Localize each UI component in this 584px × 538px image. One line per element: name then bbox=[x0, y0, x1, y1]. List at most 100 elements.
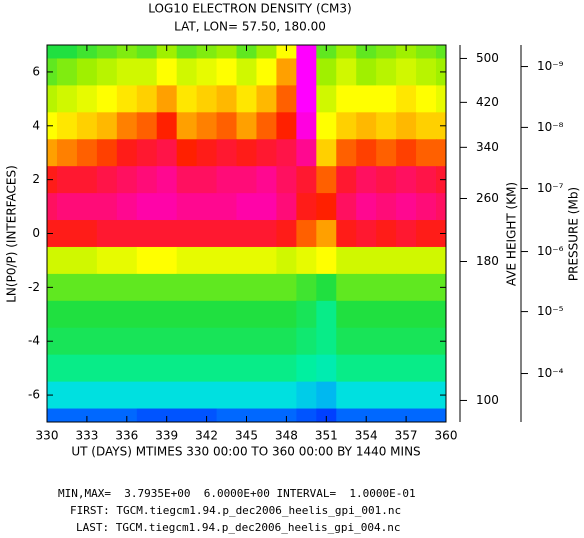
contour-cell bbox=[396, 85, 417, 113]
contour-cell bbox=[276, 246, 297, 275]
contour-cell bbox=[336, 112, 357, 140]
contour-cell bbox=[216, 193, 238, 221]
contour-cell bbox=[216, 246, 238, 275]
contour-cell bbox=[196, 381, 218, 410]
pressure-tick-label: 10⁻⁷ bbox=[537, 181, 564, 195]
contour-cell bbox=[236, 220, 257, 248]
contour-cell bbox=[156, 354, 178, 383]
contour-cell bbox=[136, 193, 158, 221]
height-tick-label: 340 bbox=[476, 140, 499, 154]
pressure-tick-label: 10⁻⁹ bbox=[537, 59, 564, 73]
contour-cell bbox=[376, 220, 397, 248]
contour-cell bbox=[256, 408, 277, 422]
contour-cell bbox=[216, 45, 238, 59]
contour-cell bbox=[296, 193, 317, 221]
contour-cell bbox=[236, 327, 257, 356]
contour-cell bbox=[196, 246, 218, 275]
height-tick-label: 180 bbox=[476, 254, 499, 268]
contour-cell bbox=[316, 166, 337, 194]
contour-cell bbox=[396, 166, 417, 194]
contour-cell bbox=[47, 193, 58, 221]
pressure-axis-label: PRESSURE (Mb) bbox=[567, 187, 581, 281]
height-tick-label: 100 bbox=[476, 393, 499, 407]
contour-cell bbox=[276, 166, 297, 194]
contour-cell bbox=[336, 354, 357, 383]
contour-cell bbox=[416, 45, 437, 59]
contour-cell bbox=[416, 166, 437, 194]
contour-cell bbox=[376, 139, 397, 167]
contour-cell bbox=[376, 45, 397, 59]
contour-cell bbox=[96, 193, 118, 221]
contour-cell bbox=[296, 139, 317, 167]
contour-cell bbox=[356, 193, 377, 221]
contour-cell bbox=[316, 273, 337, 302]
contour-cell bbox=[276, 112, 297, 140]
x-tick-label: 342 bbox=[195, 429, 218, 443]
contour-cell bbox=[156, 45, 178, 59]
contour-cell bbox=[96, 381, 118, 410]
contour-cell bbox=[416, 408, 437, 422]
contour-cell bbox=[96, 300, 118, 329]
contour-cell bbox=[76, 193, 98, 221]
contour-cell bbox=[76, 45, 98, 59]
contour-cell bbox=[236, 112, 257, 140]
contour-cell bbox=[316, 45, 337, 59]
contour-cell bbox=[256, 327, 277, 356]
contour-cell bbox=[276, 273, 297, 302]
contour-cell bbox=[296, 354, 317, 383]
contour-cell bbox=[236, 166, 257, 194]
contour-cell bbox=[436, 193, 446, 221]
contour-cell bbox=[156, 300, 178, 329]
footer-line: FIRST: TGCM.tiegcm1.94.p_dec2006_heelis_… bbox=[70, 504, 401, 517]
contour-cell bbox=[256, 112, 277, 140]
contour-cell bbox=[196, 193, 218, 221]
contour-cell bbox=[416, 85, 437, 113]
contour-cell bbox=[256, 246, 277, 275]
contour-cell bbox=[236, 300, 257, 329]
contour-cell bbox=[156, 85, 178, 113]
contour-cell bbox=[416, 300, 437, 329]
contour-cell bbox=[96, 45, 118, 59]
contour-cell bbox=[176, 166, 198, 194]
contour-cell bbox=[176, 45, 198, 59]
contour-cell bbox=[136, 112, 158, 140]
contour-cell bbox=[276, 354, 297, 383]
contour-cell bbox=[336, 193, 357, 221]
contour-cell bbox=[116, 354, 138, 383]
contour-cell bbox=[416, 354, 437, 383]
contour-cell bbox=[336, 166, 357, 194]
contour-cell bbox=[256, 273, 277, 302]
contour-cell bbox=[296, 381, 317, 410]
contour-cell bbox=[96, 220, 118, 248]
contour-cell bbox=[296, 246, 317, 275]
contour-cell bbox=[47, 246, 58, 275]
contour-cell bbox=[196, 139, 218, 167]
contour-cell bbox=[356, 112, 377, 140]
contour-cell bbox=[336, 220, 357, 248]
contour-cell bbox=[276, 139, 297, 167]
contour-cell bbox=[376, 166, 397, 194]
contour-cell bbox=[136, 354, 158, 383]
height-axis-label: AVE HEIGHT (KM) bbox=[505, 182, 519, 286]
contour-cell bbox=[47, 139, 58, 167]
contour-cell bbox=[216, 220, 238, 248]
pressure-tick-label: 10⁻⁴ bbox=[537, 366, 564, 380]
y-tick-label: 4 bbox=[32, 118, 40, 132]
contour-cell bbox=[116, 139, 138, 167]
contour-cell bbox=[396, 193, 417, 221]
contour-cell bbox=[216, 381, 238, 410]
contour-cell bbox=[296, 300, 317, 329]
contour-cell bbox=[176, 139, 198, 167]
contour-cell bbox=[136, 327, 158, 356]
contour-cell bbox=[56, 327, 78, 356]
contour-cell bbox=[236, 58, 257, 86]
contour-cell bbox=[156, 112, 178, 140]
contour-cell bbox=[176, 381, 198, 410]
contour-cell bbox=[236, 246, 257, 275]
contour-cell bbox=[116, 193, 138, 221]
contour-cell bbox=[47, 300, 58, 329]
contour-cell bbox=[356, 246, 377, 275]
contour-cell bbox=[416, 246, 437, 275]
height-tick-label: 260 bbox=[476, 191, 499, 205]
